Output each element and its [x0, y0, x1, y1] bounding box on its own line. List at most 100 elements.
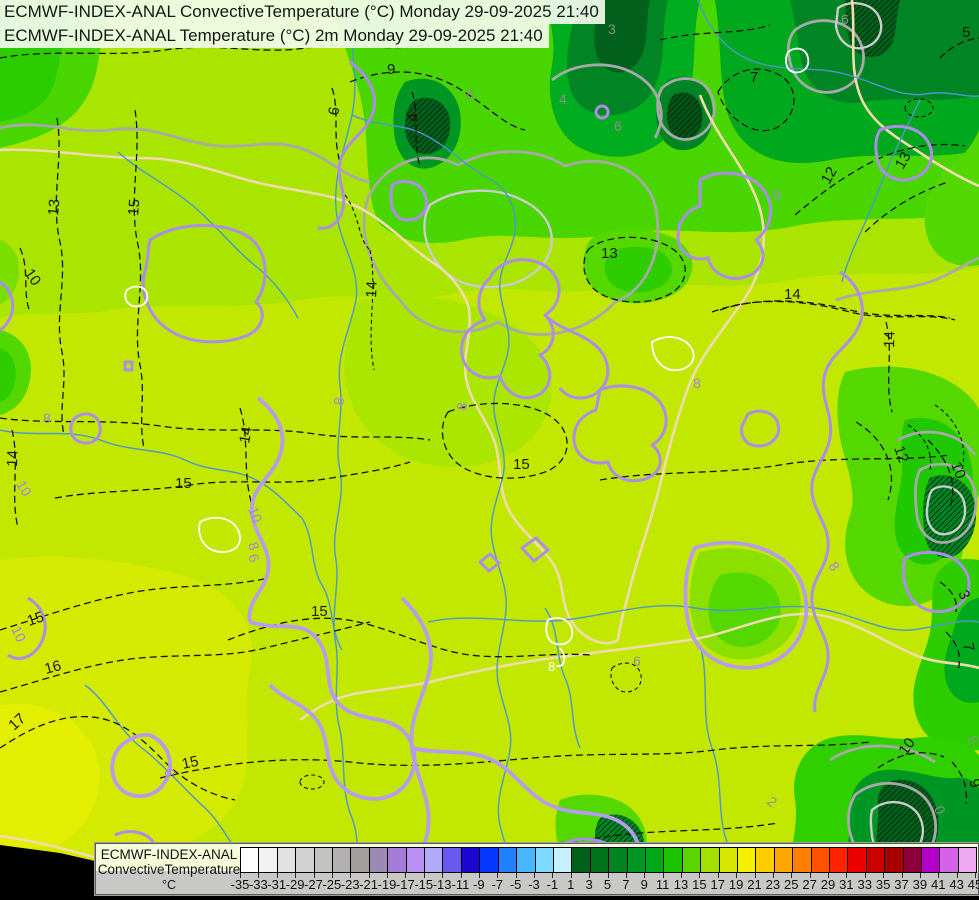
contour-label: 14 [784, 286, 801, 303]
contour-label: 15 [311, 603, 328, 620]
contour-label: 8 [693, 375, 701, 391]
tick-label: -3 [528, 877, 540, 892]
contour-label: 8 [43, 410, 51, 426]
tick-label: 39 [912, 877, 928, 892]
tick-mark [460, 873, 462, 878]
tick-mark [736, 873, 738, 878]
tick-mark [625, 873, 627, 878]
legend-cell-34 [866, 848, 886, 872]
contour-label: 13 [601, 245, 618, 262]
tick-mark [717, 873, 719, 878]
contour-label: 13 [45, 198, 63, 216]
tick-label: 15 [692, 877, 707, 892]
freezing-contours-white [124, 47, 810, 668]
legend-cell-14 [498, 848, 518, 872]
contour-label: 15 [25, 608, 46, 629]
legend-cell-37 [922, 848, 941, 872]
legend-cell-16 [535, 848, 554, 872]
tick-mark [570, 873, 572, 878]
tick-mark [497, 873, 499, 878]
contour-label: 8 [466, 86, 474, 102]
legend-cell-36 [903, 848, 923, 872]
tick-mark [387, 873, 388, 878]
legend-cell-4 [314, 848, 334, 872]
contour-label: 9 [387, 61, 395, 78]
legend-cell-27 [737, 848, 757, 872]
tick-label: 25 [784, 877, 799, 892]
tick-label: -33 [248, 877, 268, 892]
tick-label: -23 [340, 877, 360, 892]
tick-mark [442, 873, 444, 878]
contour-label: 14 [881, 331, 899, 348]
tick-mark [938, 873, 940, 878]
tick-mark [589, 873, 591, 878]
contour-label: 6 [325, 106, 343, 117]
contour-label: 10 [245, 505, 265, 525]
title-convective-temperature: ECMWF-INDEX-ANAL ConvectiveTemperature (… [0, 0, 605, 24]
tick-mark [276, 873, 278, 878]
tick-label: 3 [585, 877, 593, 892]
tick-label: -9 [473, 877, 485, 892]
tick-mark [515, 873, 517, 878]
tick-mark [313, 873, 315, 878]
tick-label: 19 [728, 877, 744, 892]
tick-label: 45 [967, 877, 979, 892]
contour-label: 12 [890, 444, 912, 465]
title-2m-temperature: ECMWF-INDEX-ANAL Temperature (°C) 2m Mon… [0, 24, 549, 48]
tick-mark [405, 873, 407, 878]
legend-cell-17 [553, 848, 573, 872]
contour-label: 6 [841, 11, 849, 27]
legend-cell-8 [388, 848, 407, 872]
legend-cell-26 [719, 848, 738, 872]
contour-label: 15 [513, 456, 530, 473]
contour-label: 5 [962, 24, 970, 41]
tick-label: 11 [655, 877, 670, 892]
tick-mark [240, 873, 241, 878]
tick-mark [901, 873, 903, 878]
convective-contours-gray [0, 2, 979, 870]
contour-label: 10 [21, 266, 44, 289]
contour-label: 15 [125, 198, 143, 216]
contour-label: 14 [4, 450, 22, 467]
legend-cell-11 [443, 848, 462, 872]
legend-cell-2 [277, 848, 297, 872]
legend-cell-1 [259, 848, 278, 872]
tick-mark [258, 873, 260, 878]
legend-cell-28 [756, 848, 775, 872]
contour-label: 15 [180, 753, 200, 773]
legend-cell-31 [811, 848, 830, 872]
tick-label: 23 [765, 877, 781, 892]
tick-label: -17 [395, 877, 415, 892]
legend-cell-6 [351, 848, 370, 872]
tick-label: -27 [304, 877, 323, 892]
legend: ECMWF-INDEX-ANAL ConvectiveTemperature °… [95, 843, 979, 895]
tick-mark [828, 873, 829, 878]
tick-label: 5 [603, 877, 612, 892]
contour-label: 14 [363, 281, 381, 299]
tick-label: -35 [230, 877, 250, 892]
legend-product-name: ECMWF-INDEX-ANAL [100, 847, 238, 862]
legend-cell-23 [664, 848, 683, 872]
contour-label: 10 [8, 624, 29, 645]
tick-mark [883, 873, 885, 878]
tick-mark [478, 873, 480, 878]
contour-label: 15 [175, 475, 192, 492]
legend-cell-21 [627, 848, 646, 872]
legend-cell-7 [369, 848, 389, 872]
legend-cell-3 [296, 848, 315, 872]
tick-label: 31 [839, 877, 854, 892]
contour-label: 8 [330, 396, 347, 407]
tick-label: -21 [359, 877, 379, 892]
tick-mark [423, 873, 425, 878]
tick-label: 21 [747, 877, 762, 892]
contour-label: 16 [43, 657, 64, 678]
tick-label: 7 [622, 877, 630, 892]
contour-label: 10 [13, 478, 35, 500]
contour-label: 12 [818, 164, 841, 187]
tick-mark [662, 873, 664, 878]
legend-cell-32 [830, 848, 849, 872]
tick-label: 17 [710, 877, 725, 892]
legend-cell-25 [701, 848, 720, 872]
tick-mark [975, 873, 976, 878]
